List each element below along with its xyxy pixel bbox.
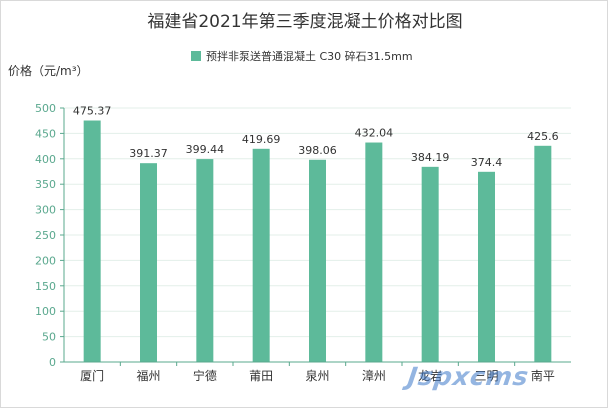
- x-tick-label: 宁德: [193, 368, 217, 383]
- chart-title: 福建省2021年第三季度混凝土价格对比图: [147, 12, 462, 32]
- data-label: 419.69: [242, 133, 281, 146]
- x-tick-label: 厦门: [80, 368, 104, 383]
- x-tick-label: 莆田: [249, 369, 273, 383]
- bar: [196, 159, 214, 362]
- bar: [534, 145, 552, 362]
- y-tick-label: 100: [35, 305, 56, 318]
- data-label: 391.37: [129, 147, 168, 160]
- data-label: 398.06: [298, 144, 337, 157]
- x-tick-label: 泉州: [305, 369, 329, 383]
- y-tick-label: 500: [35, 102, 56, 115]
- y-tick-label: 300: [35, 204, 56, 217]
- y-tick-label: 450: [35, 127, 56, 140]
- watermark-logo: Jspxcms: [405, 362, 531, 391]
- y-tick-label: 350: [35, 178, 56, 191]
- bar: [83, 120, 101, 362]
- bar: [365, 142, 383, 362]
- y-tick-label: 200: [35, 254, 56, 267]
- y-axis-label: 价格（元/m³）: [8, 63, 89, 78]
- bar: [309, 159, 326, 362]
- data-label: 384.19: [411, 151, 450, 164]
- legend-label: 预拌非泵送普通混凝土 C30 碎石31.5mm: [206, 49, 413, 63]
- x-tick-label: 漳州: [362, 368, 386, 383]
- data-label: 425.6: [527, 130, 559, 143]
- x-tick-label: 三明: [474, 369, 498, 383]
- y-tick-label: 150: [35, 280, 56, 293]
- bar: [252, 148, 270, 362]
- bar: [478, 171, 495, 362]
- data-label: 475.37: [73, 105, 112, 118]
- legend-swatch: [191, 51, 201, 61]
- x-tick-label: 福州: [136, 368, 160, 383]
- x-tick-label: 南平: [531, 368, 555, 383]
- data-label: 399.44: [186, 143, 225, 156]
- bar: [140, 163, 157, 362]
- data-label: 374.4: [471, 156, 503, 169]
- data-label: 432.04: [355, 127, 394, 140]
- x-tick-label: 龙岩: [418, 368, 442, 383]
- y-tick-label: 0: [49, 356, 56, 369]
- y-tick-label: 400: [35, 153, 56, 166]
- y-tick-label: 50: [42, 331, 56, 344]
- y-tick-label: 250: [35, 229, 56, 242]
- bar: [421, 166, 439, 362]
